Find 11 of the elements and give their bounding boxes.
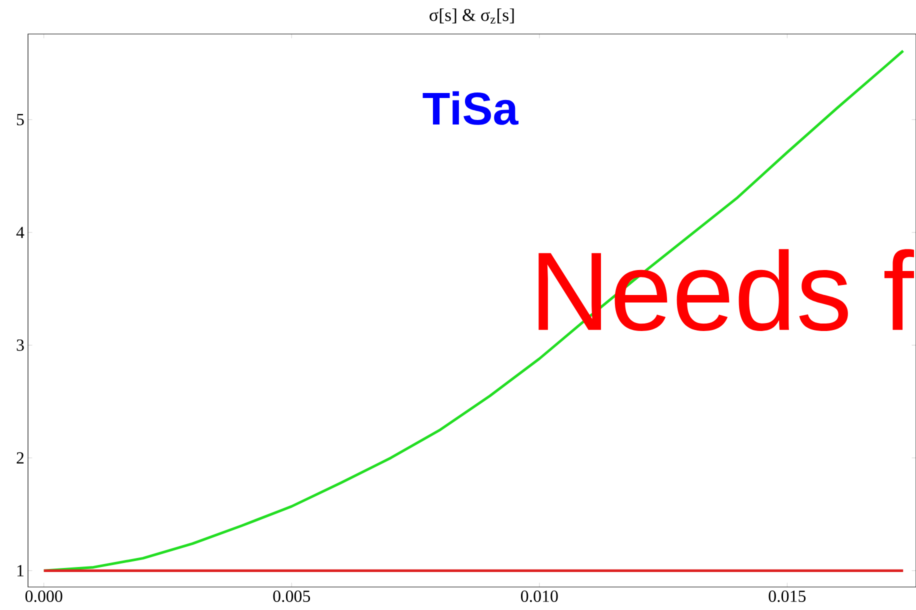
x-tick-label: 0.000 (25, 590, 62, 602)
y-tick-label: 2 (16, 452, 24, 464)
y-tick-label: 3 (16, 339, 24, 351)
x-tick-label: 0.005 (273, 590, 310, 602)
y-tick-label: 5 (16, 114, 24, 126)
chart-title: σ[s] & σ$_{z}$[s] (430, 8, 514, 24)
y-tick-label: 4 (16, 226, 24, 238)
x-tick-label: 0.015 (768, 590, 806, 602)
annotation: TiSa (422, 91, 519, 125)
y-tick-label: 1 (17, 565, 24, 576)
x-tick-label: 0.010 (520, 590, 558, 602)
